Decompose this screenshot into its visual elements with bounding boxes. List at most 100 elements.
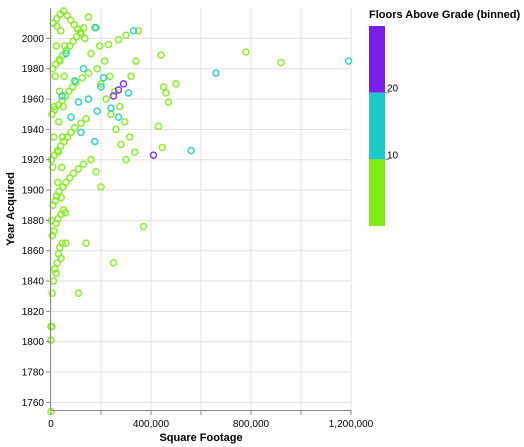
data-point: [124, 89, 133, 97]
data-point: [187, 146, 195, 155]
data-point: [50, 265, 59, 273]
y-tick-label: 1960: [22, 95, 45, 106]
data-point: [159, 83, 168, 91]
data-point: [58, 92, 67, 100]
legend-swatch: [369, 159, 385, 226]
y-tick-label: 1900: [22, 186, 45, 197]
data-point: [57, 193, 66, 202]
data-point: [93, 107, 102, 115]
data-point: [53, 22, 61, 31]
data-point: [149, 151, 158, 159]
y-tick-label: 2000: [22, 34, 45, 45]
data-point: [52, 42, 61, 50]
data-point: [162, 89, 170, 97]
data-point: [74, 98, 83, 106]
data-point: [54, 148, 63, 156]
data-point: [105, 72, 114, 81]
data-point: [63, 11, 72, 20]
data-point: [77, 128, 85, 137]
data-point: [129, 26, 138, 35]
data-point: [56, 26, 65, 35]
data-point: [134, 26, 143, 35]
y-axis-title: Year Acquired: [5, 172, 17, 246]
data-point: [69, 37, 78, 46]
x-tick-label: 400,000: [133, 419, 170, 430]
grid: [50, 8, 352, 410]
data-point: [63, 133, 72, 141]
data-point: [84, 69, 93, 78]
data-point: [97, 83, 105, 91]
legend: Floors Above Grade (binned) 10 20: [369, 9, 520, 226]
data-point: [117, 140, 125, 149]
x-tick-label: 800,000: [233, 419, 270, 430]
data-point: [61, 92, 70, 100]
data-point: [107, 110, 115, 118]
y-tick-label: 1840: [22, 277, 45, 288]
data-point: [51, 196, 60, 205]
data-point: [104, 40, 113, 49]
data-point: [74, 289, 83, 297]
legend-title: Floors Above Grade (binned): [369, 9, 520, 21]
data-point: [114, 86, 123, 94]
data-point: [77, 29, 86, 38]
data-point: [56, 57, 64, 65]
data-point: [92, 23, 100, 32]
data-point: [157, 51, 165, 59]
data-point: [70, 20, 79, 29]
y-tick-label: 1920: [22, 155, 45, 166]
data-point: [79, 64, 88, 73]
data-point: [73, 25, 82, 34]
data-point: [50, 102, 59, 111]
data-point: [132, 57, 140, 65]
legend-swatch: [369, 26, 385, 93]
data-point: [172, 80, 180, 88]
data-point: [55, 187, 63, 196]
data-point: [130, 148, 139, 156]
data-point: [47, 322, 56, 331]
data-point: [102, 95, 110, 103]
x-axis-title: Square Footage: [159, 432, 242, 444]
data-point: [114, 113, 123, 122]
data-point: [57, 163, 66, 172]
data-point: [49, 133, 58, 141]
data-point: [115, 102, 124, 111]
data-point: [114, 36, 123, 44]
data-point: [48, 163, 57, 172]
data-point: [92, 168, 100, 176]
y-tick-label: 1880: [22, 216, 45, 227]
data-point: [95, 42, 104, 50]
data-point: [60, 72, 69, 81]
data-point: [109, 259, 118, 267]
data-point: [48, 289, 57, 297]
data-point: [70, 77, 79, 85]
data-point: [84, 95, 93, 103]
y-axis-ticks: 1760 1780 1800 1820 1840 1860 1880 1900 1920 1940…: [22, 34, 51, 409]
data-point: [344, 57, 353, 65]
data-point: [51, 72, 60, 81]
data-point: [139, 222, 148, 231]
data-point: [97, 80, 105, 88]
data-point: [54, 117, 63, 126]
y-tick-label: 1800: [22, 337, 45, 348]
data-point: [62, 49, 70, 58]
legend-ticks: 10 20: [385, 84, 399, 161]
data-point: [120, 117, 129, 126]
data-point: [60, 137, 68, 146]
data-point: [79, 23, 88, 32]
legend-tick-label: 10: [387, 150, 399, 161]
data-point: [82, 239, 90, 247]
data-point: [212, 69, 220, 78]
data-point: [82, 114, 90, 123]
data-point: [66, 16, 75, 24]
data-point: [70, 124, 79, 132]
data-point: [59, 7, 68, 15]
data-point: [154, 122, 163, 131]
data-point: [78, 73, 87, 82]
data-point: [53, 178, 62, 187]
legend-swatch: [369, 92, 385, 160]
data-point: [52, 269, 60, 278]
data-point: [58, 133, 67, 141]
data-point: [97, 183, 105, 191]
x-axis-ticks: 0 400,000 800,000 1,200,000: [48, 410, 374, 430]
